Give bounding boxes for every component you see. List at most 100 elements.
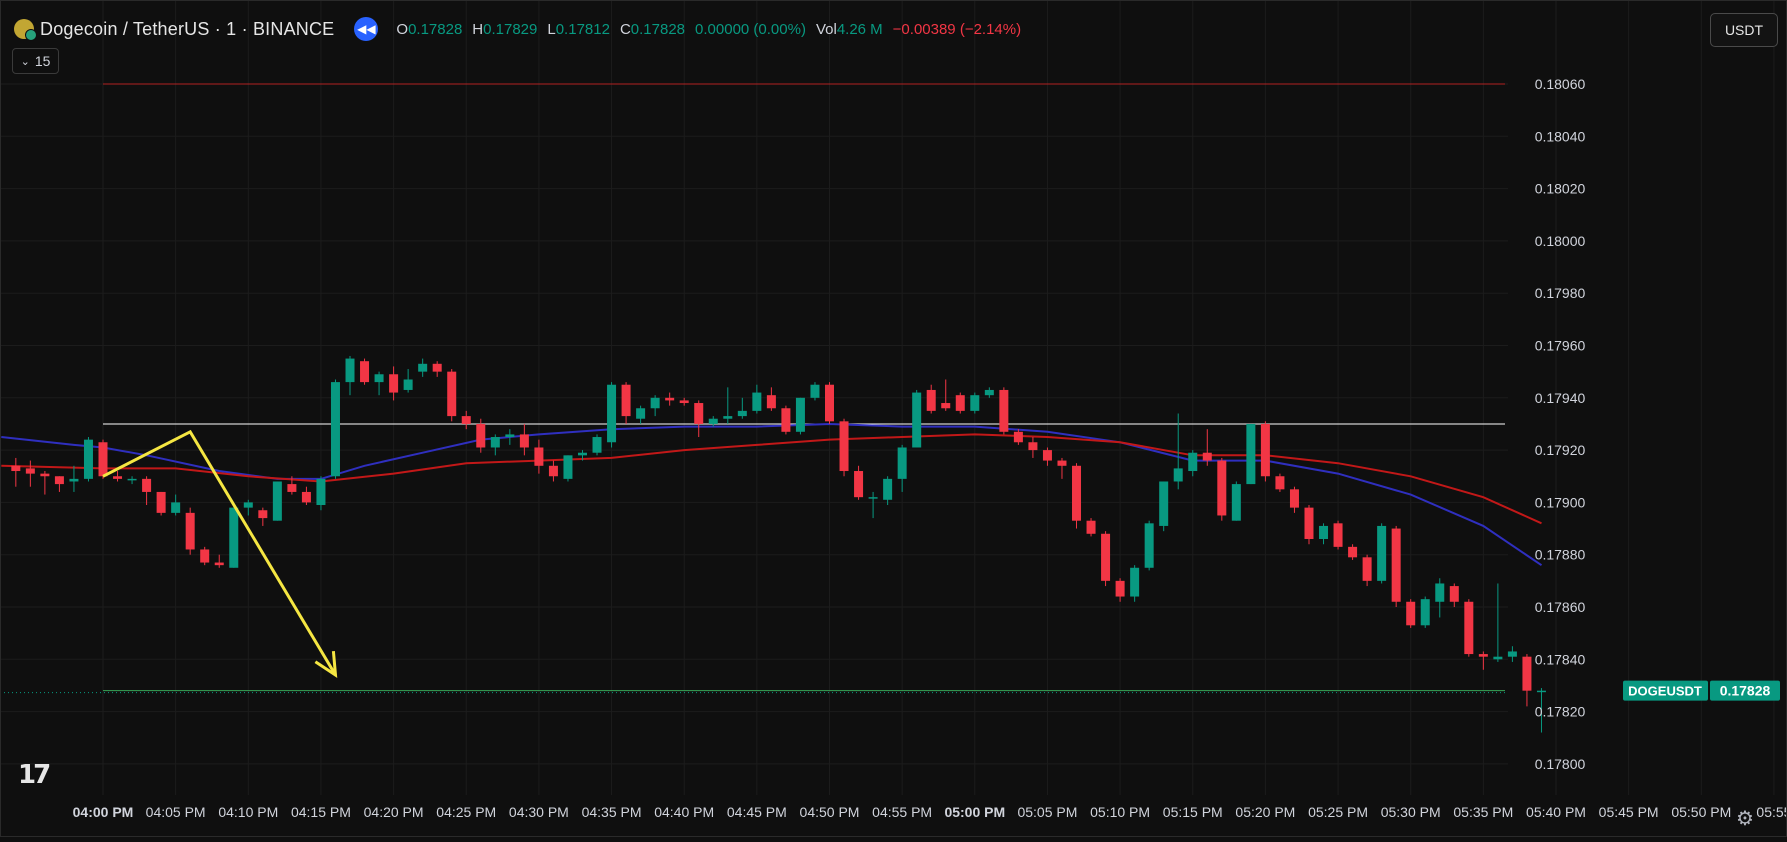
- candle-body: [970, 395, 980, 411]
- high-value: 0.17829: [483, 20, 538, 38]
- candle-body: [156, 491, 166, 513]
- candle-body: [1260, 423, 1270, 477]
- last-price-tag: DOGEUSDT 0.17828: [1623, 680, 1780, 701]
- candle-body: [1391, 528, 1401, 602]
- candle-body: [650, 397, 660, 409]
- candle-body: [1217, 460, 1227, 516]
- x-tick-label: 04:15 PM: [291, 804, 351, 820]
- candle-body: [839, 421, 849, 472]
- open-label: O: [396, 20, 409, 38]
- candle-body: [1275, 476, 1285, 490]
- candle-body: [781, 408, 791, 432]
- candle-body: [1319, 525, 1329, 540]
- candle-body: [301, 491, 311, 503]
- candle-body: [447, 371, 457, 417]
- close-value: 0.17828: [630, 20, 686, 38]
- annotation-arrow: [102, 429, 338, 678]
- x-tick-label: 04:10 PM: [218, 804, 278, 820]
- candle-body: [810, 384, 820, 398]
- y-tick-label: 0.17880: [1535, 547, 1586, 563]
- candle-body: [519, 434, 529, 448]
- currency-button[interactable]: USDT: [1710, 13, 1778, 47]
- y-tick-label: 0.17860: [1535, 599, 1586, 615]
- candle-body: [1493, 656, 1503, 660]
- x-tick-label: 05:00 PM: [944, 804, 1005, 820]
- candle-body: [505, 434, 515, 438]
- candle-body: [200, 549, 210, 563]
- candle-body: [1536, 690, 1546, 693]
- x-tick-label: 05:15 PM: [1163, 804, 1223, 820]
- y-tick-label: 0.17980: [1535, 285, 1586, 301]
- x-tick-label: 05:05 PM: [1017, 804, 1077, 820]
- x-tick-label: 04:45 PM: [727, 804, 787, 820]
- low-value: 0.17812: [555, 20, 610, 38]
- candle-body: [795, 397, 805, 432]
- candle-body: [1042, 450, 1052, 461]
- replay-icon[interactable]: ◀◀: [354, 17, 379, 41]
- y-tick-label: 0.17920: [1535, 442, 1586, 458]
- symbol-title[interactable]: Dogecoin / TetherUS · 1 · BINANCE: [40, 18, 335, 39]
- candle-body: [1449, 586, 1459, 602]
- candle-body: [1013, 431, 1023, 443]
- x-tick-label: 05:50 PM: [1671, 804, 1731, 820]
- candle-body: [883, 478, 893, 500]
- y-tick-label: 0.18000: [1535, 233, 1586, 249]
- y-tick-label: 0.17820: [1535, 704, 1586, 720]
- settings-icon[interactable]: ⚙: [1736, 807, 1754, 830]
- volume-change: −0.00389 (−2.14%): [892, 20, 1022, 38]
- candle-body: [1173, 468, 1183, 482]
- annotation-arrow-head: [314, 650, 338, 678]
- x-tick-label: 04:25 PM: [436, 804, 496, 820]
- x-tick-label: 05:40 PM: [1526, 804, 1586, 820]
- candle-body: [40, 473, 50, 477]
- x-tick-label: 04:40 PM: [654, 804, 714, 820]
- interval-label: 15: [34, 53, 51, 69]
- candle-body: [476, 423, 486, 448]
- candle-body: [1086, 520, 1096, 534]
- candle-body: [766, 395, 776, 409]
- x-tick-label: 05:20 PM: [1235, 804, 1295, 820]
- candle-body: [287, 484, 297, 492]
- time-axis: 04:00 PM 04:05 PM 04:10 PM 04:15 PM 04:20 PM…: [73, 804, 1787, 820]
- volume-value: 4.26 M: [836, 20, 883, 38]
- candle-body: [1406, 601, 1416, 626]
- candle-body: [1377, 525, 1387, 581]
- candle-body: [25, 468, 35, 474]
- low-label: L: [547, 20, 556, 38]
- change-value: 0.00000 (0.00%): [695, 20, 806, 38]
- candle-body: [418, 363, 428, 372]
- y-tick-label: 0.17840: [1535, 651, 1586, 667]
- candle-body: [54, 476, 64, 485]
- candle-body: [1348, 546, 1358, 558]
- candle-body: [142, 478, 152, 492]
- last-price-value: 0.17828: [1720, 683, 1771, 699]
- x-tick-label: 04:35 PM: [582, 804, 642, 820]
- x-tick-label: 05:55: [1756, 804, 1787, 820]
- tradingview-logo[interactable]: 17: [18, 760, 51, 790]
- candle-body: [1304, 507, 1314, 540]
- candle-body: [1072, 465, 1082, 521]
- y-tick-label: 0.18040: [1535, 128, 1586, 144]
- moving-average-line: [1, 433, 1542, 525]
- candle-body: [825, 384, 834, 422]
- candle-body: [1522, 656, 1532, 691]
- candle-body: [1420, 599, 1430, 626]
- x-tick-label: 04:55 PM: [872, 804, 932, 820]
- candle-body: [868, 497, 878, 499]
- candle-body: [534, 447, 544, 466]
- horizontal-lines: [0, 83, 1505, 694]
- chevron-down-icon: ⌄: [20, 55, 30, 68]
- candle-body: [1362, 557, 1372, 581]
- candle-body: [1435, 583, 1445, 602]
- interval-button[interactable]: ⌄ 15: [12, 48, 59, 74]
- candle-body: [737, 410, 747, 417]
- candle-body: [185, 512, 195, 550]
- candle-body: [272, 481, 282, 521]
- candle-body: [1507, 651, 1517, 657]
- candle-body: [1202, 452, 1212, 461]
- candle-body: [345, 358, 355, 383]
- candle-body: [316, 478, 326, 506]
- candle-body: [490, 437, 500, 448]
